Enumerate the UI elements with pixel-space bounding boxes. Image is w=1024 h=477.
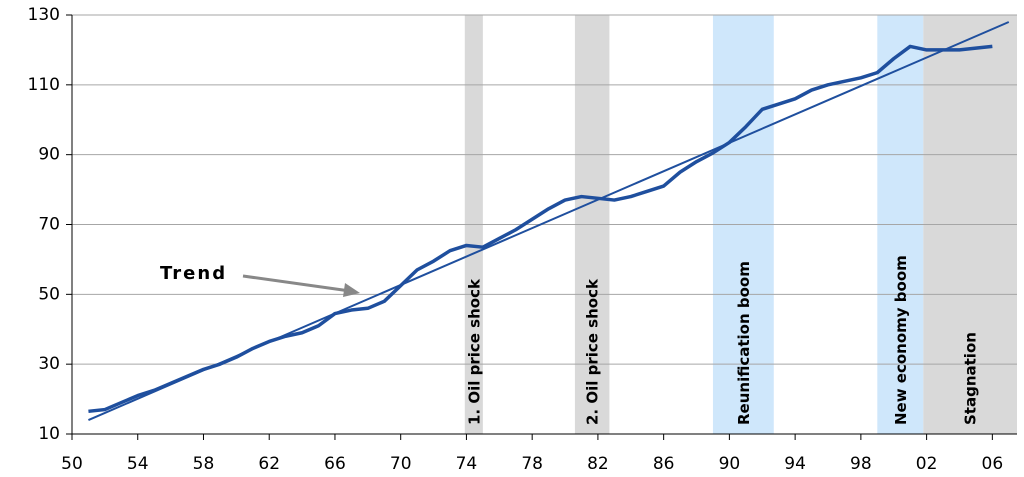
x-tick-label: 02 — [916, 454, 938, 474]
x-tick-label: 86 — [653, 454, 675, 474]
y-tick-label: 10 — [38, 424, 60, 444]
x-tick-label: 70 — [390, 454, 412, 474]
annotation-arrow — [242, 274, 351, 293]
x-tick-label: 54 — [127, 454, 149, 474]
period-label: 1. Oil price shock — [465, 278, 483, 425]
y-tick-label: 50 — [38, 284, 60, 304]
x-tick-label: 74 — [456, 454, 478, 474]
series-line — [88, 21, 1010, 421]
y-tick-label: 130 — [28, 5, 60, 25]
labels: 1. Oil price shock 2. Oil price shock Reun… — [28, 5, 1004, 474]
period-label: 2. Oil price shock — [584, 278, 602, 425]
y-tick-label: 90 — [38, 145, 60, 165]
annotation-arrowhead — [343, 283, 360, 297]
x-tick-label: 82 — [587, 454, 609, 474]
x-tick-label: 62 — [258, 454, 280, 474]
x-tick-label: 90 — [719, 454, 741, 474]
y-tick-label: 30 — [38, 354, 60, 374]
period-label: New economy boom — [892, 255, 910, 425]
x-tick-label: 98 — [850, 454, 872, 474]
y-tick-label: 70 — [38, 215, 60, 235]
x-tick-label: 50 — [61, 454, 83, 474]
period-label: Reunification boom — [735, 261, 753, 425]
x-tick-label: 06 — [982, 454, 1004, 474]
period-label: Stagnation — [962, 332, 980, 425]
x-tick-label: 94 — [784, 454, 806, 474]
x-tick-label: 66 — [324, 454, 346, 474]
x-tick-label: 78 — [521, 454, 543, 474]
x-tick-label: 58 — [193, 454, 215, 474]
annotation: Trend — [160, 263, 227, 284]
grid — [66, 14, 1017, 440]
series-line — [88, 44, 993, 414]
y-tick-label: 110 — [28, 75, 60, 95]
lines — [88, 21, 1010, 421]
